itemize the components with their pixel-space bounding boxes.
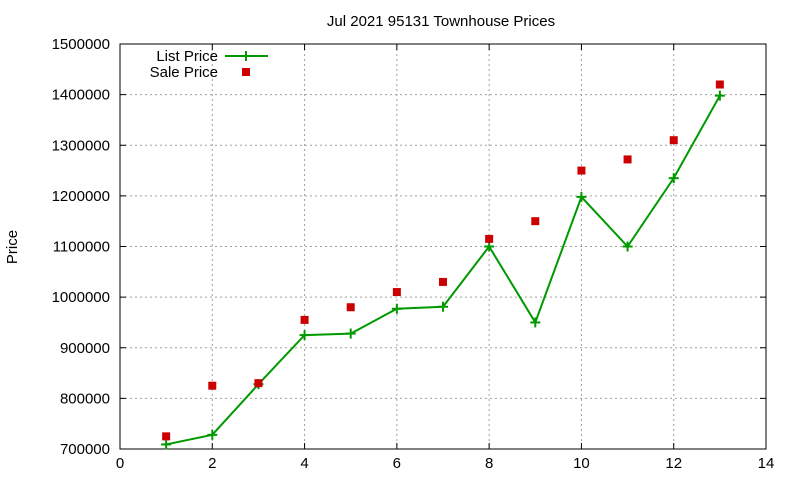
legend-label: List Price (156, 48, 218, 65)
list-price-line (165, 95, 721, 446)
axis-ticks: 0 2 4 6 8 10 12 14 700000 800000 900000 1000000 1100… (52, 36, 775, 472)
list-price-point (668, 173, 679, 184)
sale-price-point (715, 80, 724, 89)
list-price-point (207, 429, 218, 440)
sale-price-point (162, 432, 171, 441)
y-tick-label: 700000 (60, 441, 110, 458)
list-price-point (345, 328, 356, 339)
sale-price-point (439, 277, 447, 286)
x-tick-label: 0 (116, 455, 124, 472)
list-price-point (484, 241, 495, 252)
sale-price-point (208, 381, 217, 390)
y-tick-label: 1100000 (53, 239, 110, 256)
list-price-point (622, 241, 633, 252)
y-tick-label: 900000 (60, 340, 110, 357)
series-marks (161, 80, 725, 450)
y-tick-label: 800000 (60, 390, 110, 407)
legend-label: Sale Price (150, 64, 218, 81)
y-axis-label: Price (4, 230, 21, 264)
sale-price-point (577, 166, 586, 175)
sale-price-point (300, 315, 309, 324)
x-tick-label: 4 (300, 455, 308, 472)
list-price-point (299, 330, 310, 341)
list-price-point (161, 439, 172, 450)
x-tick-label: 12 (665, 455, 682, 472)
sale-price-point (485, 234, 494, 243)
y-tick-label: 1300000 (52, 137, 110, 154)
list-price-point (530, 317, 541, 328)
y-tick-label: 1500000 (52, 36, 110, 53)
sale-price-point (669, 136, 678, 145)
sale-price-point (346, 303, 355, 312)
x-tick-label: 6 (393, 455, 401, 472)
list-price-point (438, 301, 448, 312)
list-price-point (391, 303, 402, 314)
sale-price-point (531, 217, 540, 226)
x-tick-label: 2 (208, 455, 216, 472)
chart-title: Jul 2021 95131 Townhouse Prices (327, 13, 555, 30)
sale-price-point (254, 379, 263, 388)
x-tick-label: 10 (573, 455, 590, 472)
y-tick-label: 1000000 (52, 289, 110, 306)
y-tick-label: 1400000 (52, 87, 110, 104)
list-price-point (576, 191, 587, 202)
legend-square-swatch (242, 68, 250, 76)
y-tick-label: 1200000 (52, 188, 110, 205)
legend-cross-swatch (241, 51, 251, 61)
sale-price-point (392, 288, 401, 297)
x-tick-label: 14 (758, 455, 775, 472)
grid-lines (120, 44, 766, 449)
sale-price-point (623, 155, 632, 164)
x-tick-label: 8 (485, 455, 493, 472)
list-price-point (714, 90, 725, 101)
